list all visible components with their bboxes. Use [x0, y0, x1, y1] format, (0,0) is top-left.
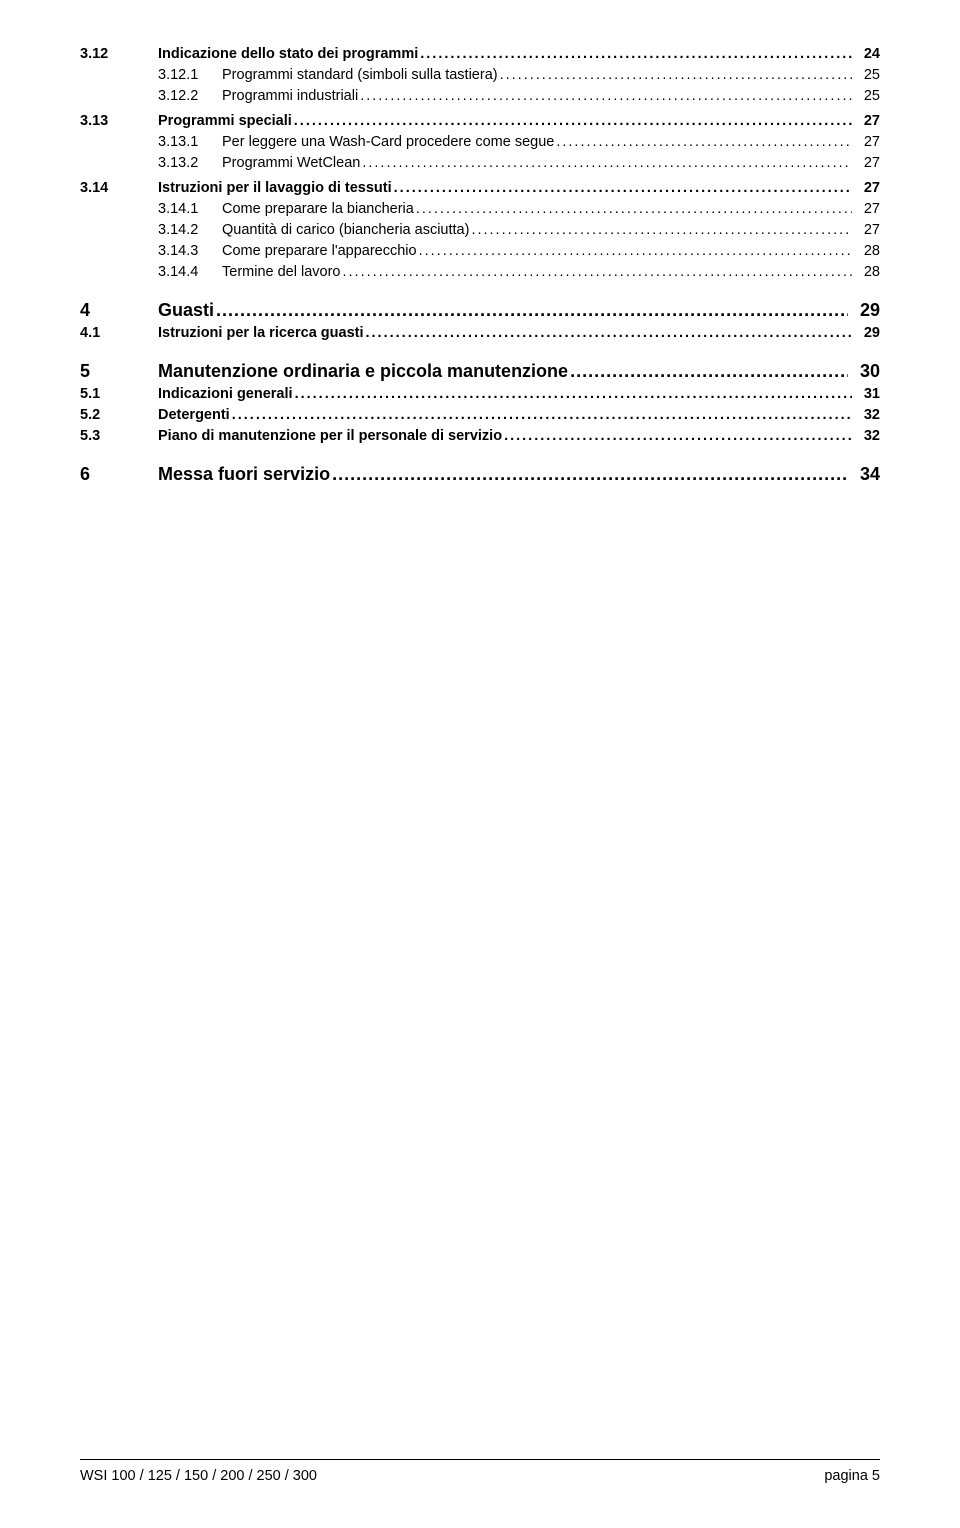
toc-entry-number: 4 — [80, 297, 158, 323]
toc-entry-number: 5.3 — [80, 426, 158, 447]
toc-leader-dots — [556, 132, 852, 153]
toc-leader-dots — [216, 297, 848, 323]
toc-entry: 3.12Indicazione dello stato dei programm… — [80, 44, 880, 65]
toc-entry-number: 3.14.1 — [80, 199, 222, 220]
toc-entry-page: 31 — [852, 384, 880, 405]
toc-leader-dots — [295, 384, 852, 405]
toc-leader-dots — [500, 65, 852, 86]
toc-entry: 6Messa fuori servizio 34 — [80, 461, 880, 487]
toc-entry-page: 27 — [852, 199, 880, 220]
toc-entry-number: 3.14.2 — [80, 220, 222, 241]
toc-entry-page: 32 — [852, 426, 880, 447]
toc-entry: 3.12.2Programmi industriali 25 — [80, 86, 880, 107]
toc-entry-page: 32 — [852, 405, 880, 426]
toc-entry: 4.1Istruzioni per la ricerca guasti 29 — [80, 323, 880, 344]
toc-leader-dots — [342, 262, 852, 283]
toc-entry-title: Per leggere una Wash-Card procedere come… — [222, 132, 556, 153]
toc-entry-title: Programmi industriali — [222, 86, 360, 107]
toc-entry: 3.13Programmi speciali 27 — [80, 111, 880, 132]
toc-leader-dots — [332, 461, 848, 487]
toc-entry-title: Termine del lavoro — [222, 262, 342, 283]
toc-entry: 4Guasti 29 — [80, 297, 880, 323]
toc-entry-title: Istruzioni per il lavaggio di tessuti — [158, 178, 394, 199]
toc-entry-page: 27 — [852, 220, 880, 241]
toc-entry: 3.13.1Per leggere una Wash-Card proceder… — [80, 132, 880, 153]
toc-leader-dots — [416, 199, 852, 220]
toc-entry: 5.1Indicazioni generali 31 — [80, 384, 880, 405]
page-footer: WSI 100 / 125 / 150 / 200 / 250 / 300 pa… — [80, 1459, 880, 1484]
toc-entry-page: 30 — [848, 358, 880, 384]
toc-entry-page: 29 — [848, 297, 880, 323]
toc-entry-title: Istruzioni per la ricerca guasti — [158, 323, 366, 344]
toc-leader-dots — [294, 111, 852, 132]
toc-entry: 3.14.1Come preparare la biancheria 27 — [80, 199, 880, 220]
toc-entry: 5.2Detergenti 32 — [80, 405, 880, 426]
toc-entry-title: Come preparare la biancheria — [222, 199, 416, 220]
toc-entry-title: Quantità di carico (biancheria asciutta) — [222, 220, 471, 241]
toc-leader-dots — [419, 241, 852, 262]
toc-entry: 3.14.3Come preparare l'apparecchio 28 — [80, 241, 880, 262]
toc-entry-page: 29 — [852, 323, 880, 344]
toc-entry-title: Programmi speciali — [158, 111, 294, 132]
toc-entry-number: 3.14 — [80, 178, 158, 199]
toc-entry: 5.3Piano di manutenzione per il personal… — [80, 426, 880, 447]
footer-page-number: pagina 5 — [824, 1468, 880, 1484]
toc-entry-title: Manutenzione ordinaria e piccola manuten… — [158, 358, 570, 384]
toc-entry-number: 5 — [80, 358, 158, 384]
toc-entry-title: Detergenti — [158, 405, 232, 426]
toc-entry: 3.12.1Programmi standard (simboli sulla … — [80, 65, 880, 86]
toc-entry-page: 28 — [852, 262, 880, 283]
toc-entry-number: 5.2 — [80, 405, 158, 426]
toc-entry-title: Come preparare l'apparecchio — [222, 241, 419, 262]
toc-entry-title: Guasti — [158, 297, 216, 323]
toc-leader-dots — [394, 178, 852, 199]
toc-entry-number: 4.1 — [80, 323, 158, 344]
toc-leader-dots — [570, 358, 848, 384]
toc-leader-dots — [366, 323, 853, 344]
toc-entry-number: 6 — [80, 461, 158, 487]
toc-entry-number: 5.1 — [80, 384, 158, 405]
toc-entry-page: 28 — [852, 241, 880, 262]
toc-leader-dots — [362, 153, 852, 174]
toc-entry: 5Manutenzione ordinaria e piccola manute… — [80, 358, 880, 384]
toc-leader-dots — [471, 220, 852, 241]
table-of-contents: 3.12Indicazione dello stato dei programm… — [80, 44, 880, 488]
toc-entry-page: 27 — [852, 111, 880, 132]
toc-entry: 3.14.2Quantità di carico (biancheria asc… — [80, 220, 880, 241]
toc-entry: 3.14Istruzioni per il lavaggio di tessut… — [80, 178, 880, 199]
toc-entry: 3.13.2Programmi WetClean 27 — [80, 153, 880, 174]
toc-entry-title: Programmi WetClean — [222, 153, 362, 174]
toc-entry-title: Indicazioni generali — [158, 384, 295, 405]
toc-entry-number: 3.14.4 — [80, 262, 222, 283]
toc-entry-title: Indicazione dello stato dei programmi — [158, 44, 420, 65]
toc-entry: 3.14.4Termine del lavoro 28 — [80, 262, 880, 283]
toc-entry-page: 34 — [848, 461, 880, 487]
toc-entry-title: Piano di manutenzione per il personale d… — [158, 426, 504, 447]
toc-entry-number: 3.13.2 — [80, 153, 222, 174]
toc-entry-page: 27 — [852, 153, 880, 174]
toc-leader-dots — [360, 86, 852, 107]
toc-entry-title: Messa fuori servizio — [158, 461, 332, 487]
toc-entry-number: 3.12.1 — [80, 65, 222, 86]
toc-entry-page: 25 — [852, 86, 880, 107]
toc-entry-number: 3.12.2 — [80, 86, 222, 107]
toc-leader-dots — [232, 405, 852, 426]
toc-entry-page: 25 — [852, 65, 880, 86]
toc-entry-number: 3.14.3 — [80, 241, 222, 262]
toc-entry-page: 27 — [852, 178, 880, 199]
toc-entry-title: Programmi standard (simboli sulla tastie… — [222, 65, 500, 86]
toc-entry-number: 3.13.1 — [80, 132, 222, 153]
toc-leader-dots — [504, 426, 852, 447]
footer-model: WSI 100 / 125 / 150 / 200 / 250 / 300 — [80, 1468, 317, 1484]
toc-entry-page: 27 — [852, 132, 880, 153]
toc-entry-page: 24 — [852, 44, 880, 65]
toc-entry-number: 3.12 — [80, 44, 158, 65]
toc-leader-dots — [420, 44, 852, 65]
toc-entry-number: 3.13 — [80, 111, 158, 132]
